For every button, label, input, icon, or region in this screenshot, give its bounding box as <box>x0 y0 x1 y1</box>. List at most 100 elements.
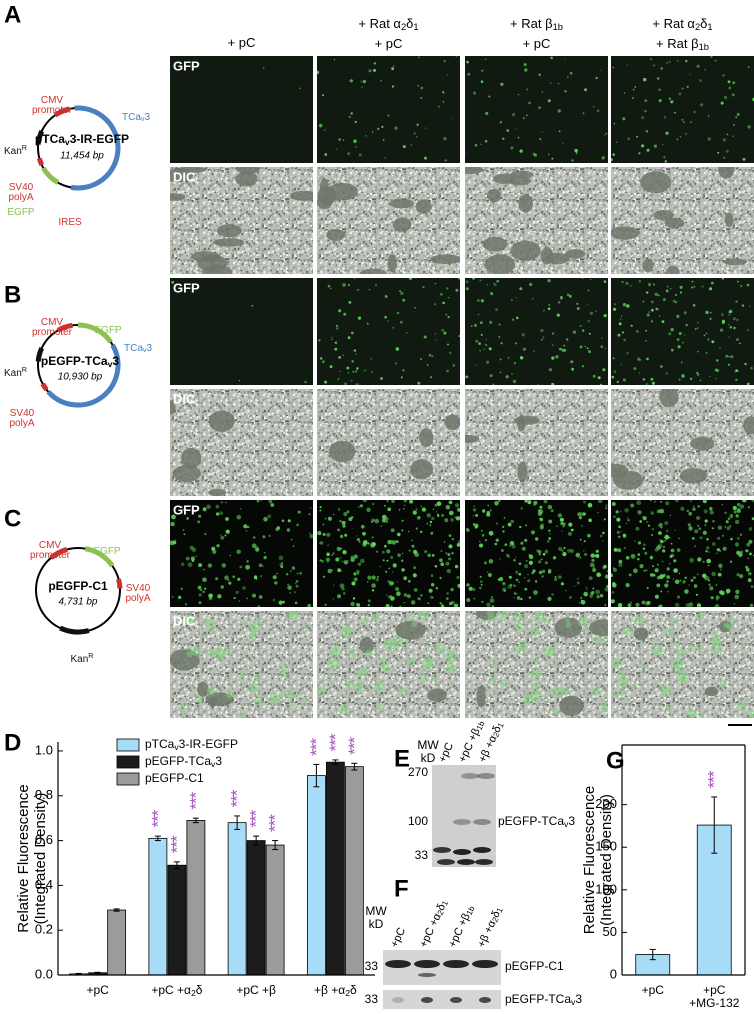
cell <box>466 60 469 64</box>
cell <box>538 550 542 554</box>
cell <box>371 542 376 547</box>
cell <box>649 58 652 61</box>
cell <box>681 87 684 90</box>
image-bg <box>317 56 460 163</box>
cell <box>374 283 378 287</box>
cell <box>437 644 446 654</box>
cell <box>207 563 213 568</box>
cell <box>480 80 484 83</box>
cell <box>672 658 684 669</box>
cell <box>684 334 686 336</box>
cell <box>408 549 411 552</box>
cell <box>736 573 740 577</box>
cell <box>512 113 516 117</box>
cell <box>550 82 552 84</box>
cell <box>481 533 485 537</box>
cell <box>745 565 749 569</box>
cell <box>371 371 373 373</box>
cell <box>645 569 648 572</box>
cell <box>327 657 340 670</box>
gap <box>476 611 497 621</box>
cell <box>424 550 428 553</box>
cell <box>707 137 711 141</box>
cell <box>338 704 349 714</box>
cell <box>254 696 263 706</box>
image-row-label: DIC <box>173 169 196 184</box>
cell <box>514 613 522 621</box>
cell <box>721 503 723 506</box>
cell <box>522 347 526 351</box>
cell <box>618 559 623 564</box>
cell <box>349 79 353 83</box>
cell <box>657 294 660 297</box>
cell <box>513 362 517 365</box>
cell <box>417 597 421 601</box>
cell <box>634 86 637 88</box>
cell <box>730 355 734 359</box>
cell <box>533 153 537 157</box>
cell <box>373 680 384 691</box>
cell <box>620 531 622 533</box>
cell <box>577 512 582 517</box>
cell <box>240 508 242 510</box>
cell <box>511 373 513 375</box>
cell <box>496 611 508 619</box>
cell <box>705 310 709 315</box>
gap <box>518 193 533 213</box>
cell <box>195 555 197 557</box>
cell <box>551 344 554 346</box>
cell <box>571 159 574 162</box>
cell <box>499 121 502 124</box>
cell <box>270 503 275 507</box>
cell <box>538 73 541 76</box>
gap <box>465 434 480 443</box>
cell <box>395 587 400 591</box>
cell <box>489 320 493 324</box>
cell <box>636 330 639 333</box>
cell <box>688 526 693 531</box>
cell <box>612 583 617 588</box>
cell <box>527 573 529 576</box>
cell <box>455 503 460 508</box>
cell <box>613 370 617 373</box>
cell <box>419 673 427 682</box>
cell <box>417 84 420 87</box>
cell <box>508 575 512 579</box>
cell <box>319 505 322 509</box>
cell <box>515 296 518 299</box>
cell <box>431 355 434 358</box>
cell <box>677 345 681 349</box>
cell <box>402 145 406 149</box>
column-header: + Rat α2δ1 <box>652 16 712 32</box>
cell <box>275 527 279 532</box>
cell <box>642 547 646 550</box>
cell <box>485 344 488 346</box>
cell <box>688 584 690 586</box>
cell <box>592 587 595 590</box>
cell <box>442 91 445 94</box>
cell <box>720 101 724 105</box>
cell <box>603 518 606 521</box>
cell <box>547 504 553 510</box>
cell <box>615 510 619 514</box>
band <box>392 997 404 1003</box>
cell <box>319 123 323 128</box>
band <box>437 859 455 865</box>
cell <box>478 342 481 345</box>
plasmid-feature <box>53 106 71 118</box>
cell <box>618 688 627 697</box>
cell <box>457 508 460 512</box>
gap <box>235 171 258 187</box>
cell <box>254 673 260 680</box>
cell <box>351 581 356 586</box>
cell <box>295 580 299 583</box>
cell <box>751 500 754 502</box>
cell <box>524 68 528 72</box>
cell <box>703 334 706 336</box>
cell <box>473 597 476 600</box>
cell <box>577 577 579 580</box>
cell <box>659 684 672 696</box>
gap <box>640 171 672 194</box>
cell <box>436 501 442 506</box>
gap <box>704 686 719 697</box>
